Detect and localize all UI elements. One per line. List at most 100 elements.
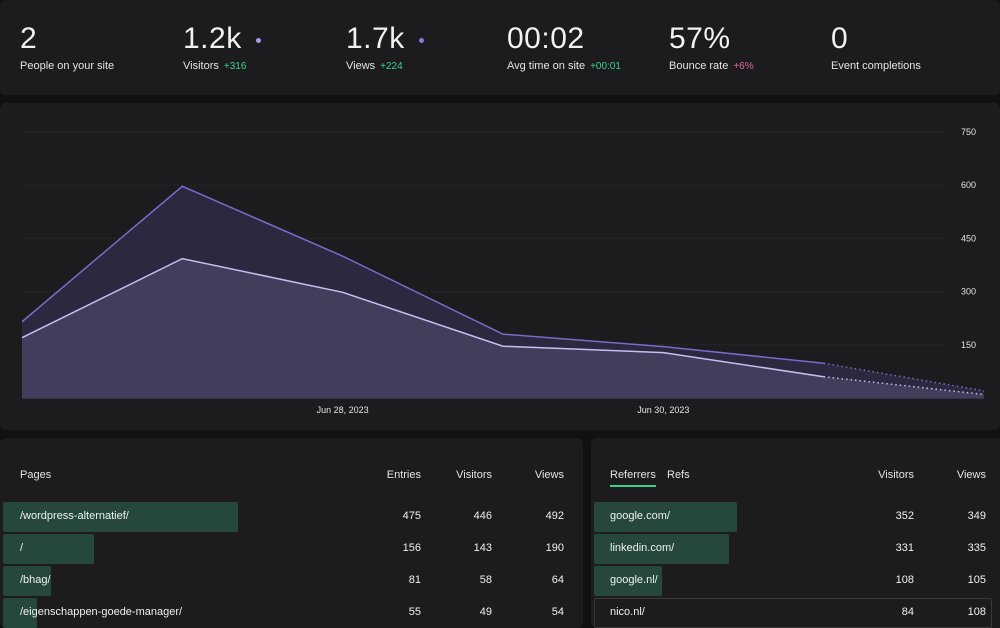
column-header-entries[interactable]: Entries [386,469,421,481]
stat-delta: +316 [223,61,247,72]
stat-label: Visitors [183,60,219,72]
row-views: 190 [545,542,564,554]
row-name[interactable]: /eigenschappen-goede-manager/ [20,606,183,618]
stat-value: 00:02 [507,22,585,55]
row-share-bar [3,566,51,596]
table-row[interactable]: /bhag/81 58 64 [0,566,583,596]
data-point-views[interactable] [498,329,508,339]
row-name[interactable]: linkedin.com/ [610,542,675,554]
row-visitors: 108 [895,574,914,586]
row-entries: 156 [402,542,421,554]
table-row[interactable]: /wordpress-alternatief/475 446 492 [0,502,583,532]
row-views: 105 [967,574,986,586]
x-tick-label: Jun 30, 2023 [637,405,689,415]
traffic-chart[interactable]: 750 600 450 300 150 Jun 28, 2023 Jun 30, 2023 [0,103,1000,430]
series-line-visitors[interactable] [21,257,824,378]
stat-delta: +6% [733,61,754,72]
y-tick-label: 750 [961,127,976,137]
data-point-visitors[interactable] [177,254,187,264]
row-name[interactable]: nico.nl/ [610,606,645,618]
column-header-views[interactable]: Views [956,469,986,481]
stat-label: Event completions [831,60,921,72]
stat-delta: +224 [380,61,403,72]
table-row[interactable]: linkedin.com/331 335 [591,534,1000,564]
views-dot-icon [418,38,424,43]
row-views: 492 [545,510,564,522]
row-share-bar [3,502,239,532]
stat-people-online[interactable]: 2 People on your site [20,22,114,72]
row-name[interactable]: /wordpress-alternatief/ [20,510,129,522]
table-row[interactable]: nico.nl/84 108 [591,598,1000,628]
x-tick-label: Jun 28, 2023 [317,405,369,415]
row-visitors: 49 [479,606,492,618]
y-tick-label: 450 [961,233,976,243]
table-row[interactable]: google.nl/108 105 [591,566,1000,596]
stat-bounce-rate[interactable]: 57% Bounce rate +6% [669,22,754,72]
series-line-views[interactable] [21,185,824,364]
row-entries: 475 [402,510,421,522]
data-point-views[interactable] [819,358,829,368]
table-row[interactable]: google.com/352 349 [591,502,1000,532]
row-visitors: 352 [895,510,914,522]
data-point-visitors[interactable] [338,287,348,297]
column-header-views[interactable]: Views [534,469,564,481]
stat-label: Bounce rate [669,60,729,72]
row-views: 349 [967,510,986,522]
traffic-chart-panel: 750 600 450 300 150 Jun 28, 2023 Jun 30, 2023 [0,103,1000,430]
stat-views[interactable]: 1.7k Views +224 [346,22,424,72]
series-partial-views [823,362,985,392]
row-views: 108 [967,606,986,618]
row-name[interactable]: /bhag/ [20,574,51,586]
stat-value: 1.2k [183,22,242,55]
row-visitors: 84 [901,606,914,618]
table-row[interactable]: / 156 143 190 [0,534,583,564]
data-point-visitors[interactable] [979,389,989,399]
row-share-bar [594,534,730,564]
stats-bar: 2 People on your site 1.2k Visitors +316 … [0,0,1000,95]
data-point-visitors[interactable] [819,372,829,382]
row-views: 54 [551,606,564,618]
data-point-views[interactable] [17,317,27,327]
stat-event-completions[interactable]: 0 Event completions [831,22,921,72]
y-tick-label: 600 [961,180,976,190]
stat-label: Avg time on site [507,60,586,72]
row-share-bar [3,534,95,564]
row-share-bar [594,566,662,596]
row-share-bar [594,502,738,532]
stat-value: 1.7k [346,22,405,55]
row-views: 335 [967,542,986,554]
stat-value: 57% [669,22,731,55]
column-header-visitors[interactable]: Visitors [456,469,492,481]
tab-refs[interactable]: Refs [667,469,690,481]
data-point-visitors[interactable] [498,341,508,351]
stat-visitors[interactable]: 1.2k Visitors +316 [183,22,261,72]
pages-title: Pages [20,469,52,481]
tab-referrers[interactable]: Referrers [610,469,656,487]
data-point-visitors[interactable] [658,348,668,358]
y-tick-label: 150 [961,340,976,350]
stat-avg-time[interactable]: 00:02 Avg time on site +00:01 [507,22,621,72]
row-visitors: 446 [473,510,492,522]
row-name[interactable]: google.com/ [610,510,670,522]
stat-delta: +00:01 [590,61,621,72]
row-visitors: 58 [479,574,492,586]
row-visitors: 143 [473,542,492,554]
visitors-dot-icon [255,38,261,43]
row-entries: 55 [408,606,421,618]
data-point-views[interactable] [177,181,187,191]
y-tick-label: 300 [961,287,976,297]
row-name[interactable]: google.nl/ [610,574,658,586]
stat-value: 0 [831,22,849,55]
stat-label: Views [346,60,376,72]
stat-label: People on your site [20,60,115,72]
row-name[interactable]: / [20,542,24,554]
row-visitors: 331 [895,542,914,554]
column-header-visitors[interactable]: Visitors [878,469,914,481]
pages-panel: Pages Entries Visitors Views /wordpress-… [0,438,583,628]
data-point-views[interactable] [338,251,348,261]
data-point-visitors[interactable] [17,333,27,343]
table-row[interactable]: /eigenschappen-goede-manager/55 49 54 [0,598,583,628]
stat-value: 2 [20,22,38,55]
row-entries: 81 [408,574,421,586]
series-area-visitors [22,258,984,398]
